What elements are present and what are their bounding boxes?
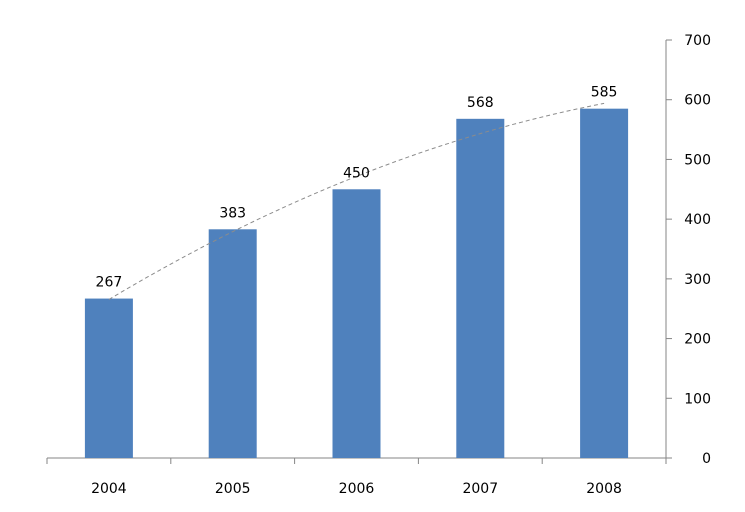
y-tick-label: 200	[684, 332, 711, 348]
x-tick-label-2008: 2008	[586, 481, 622, 497]
y-tick-label: 400	[684, 212, 711, 228]
y-tick-label: 100	[684, 391, 711, 407]
data-label-2006: 450	[343, 165, 370, 181]
y-axis-ticks	[666, 39, 672, 459]
y-tick-labels: 0 100 200 300 400 500 600 700	[684, 33, 711, 467]
x-tick-label-2005: 2005	[215, 481, 251, 497]
y-tick-label: 700	[684, 33, 711, 49]
bar-2006	[332, 189, 381, 459]
y-tick-label: 500	[684, 152, 711, 168]
trendline	[108, 102, 605, 300]
x-tick-labels: 2004 2005 2006 2007 2008	[91, 481, 622, 497]
y-tick-label: 300	[684, 272, 711, 288]
data-label-2005: 383	[219, 205, 246, 221]
x-axis-ticks	[46, 458, 667, 464]
bar-2008	[580, 108, 629, 459]
data-label-2007: 568	[467, 95, 494, 111]
y-tick-label: 600	[684, 93, 711, 109]
bar-2005	[208, 229, 257, 458]
x-tick-label-2006: 2006	[339, 481, 375, 497]
data-label-2004: 267	[96, 275, 123, 291]
bar-2007	[456, 118, 505, 458]
x-tick-label-2004: 2004	[91, 481, 127, 497]
data-label-2008: 585	[591, 85, 618, 101]
bars	[84, 108, 629, 459]
y-tick-label: 0	[702, 451, 711, 467]
x-tick-label-2007: 2007	[462, 481, 498, 497]
data-labels: 267 383 450 568 585	[96, 85, 618, 291]
bar-2004	[84, 298, 133, 458]
